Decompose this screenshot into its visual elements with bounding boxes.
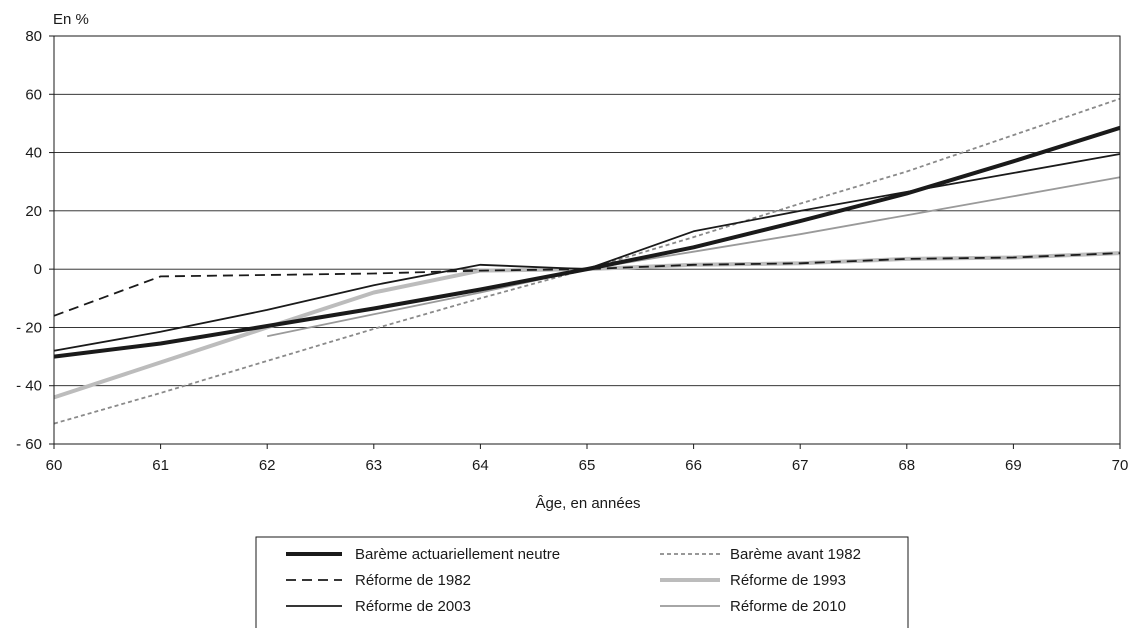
series-line-6 [267,176,1121,338]
series-line-3 [53,252,1121,317]
x-axis-title: Âge, en années [535,495,640,512]
axis-ticks: - 60 - 40 - 20 0 20 40 60 80 60 61 62 63 64 65 66 67 68 6… [16,28,1128,474]
y-tick-label: 0 [34,261,42,278]
legend-label-1: Barème actuariellement neutre [355,546,560,563]
legend: Barème actuariellement neutre Barème avan… [255,536,909,628]
legend-label-3: Réforme de 1982 [355,572,471,589]
x-tick-label: 61 [152,457,169,474]
series-lines [53,97,1121,425]
x-tick-label: 60 [46,457,63,474]
y-tick-label: 60 [25,86,42,103]
y-tick-label: 40 [25,145,42,162]
y-tick-label: - 60 [16,436,42,453]
y-tick-label: - 40 [16,378,42,395]
plot-frame [53,35,1121,445]
series-line-5 [53,153,1121,352]
series-line-1 [53,125,1121,359]
x-tick-label: 64 [472,457,489,474]
x-tick-label: 70 [1112,457,1129,474]
x-tick-label: 66 [685,457,702,474]
legend-label-5: Réforme de 2003 [355,598,471,615]
y-unit-label: En % [53,11,89,28]
x-tick-label: 68 [898,457,915,474]
y-tick-label: 20 [25,203,42,220]
x-tick-label: 69 [1005,457,1022,474]
legend-frame [255,536,909,628]
legend-label-4: Réforme de 1993 [730,572,846,589]
series-line-2 [53,97,1121,425]
x-tick-label: 67 [792,457,809,474]
series-line-4 [53,251,1121,400]
grid-lines [54,93,1120,387]
y-tick-label: 80 [25,28,42,45]
x-tick-label: 62 [259,457,276,474]
legend-label-2: Barème avant 1982 [730,546,861,563]
y-tick-label: - 20 [16,319,42,336]
legend-label-6: Réforme de 2010 [730,598,846,615]
x-tick-label: 63 [365,457,382,474]
x-tick-label: 65 [579,457,596,474]
